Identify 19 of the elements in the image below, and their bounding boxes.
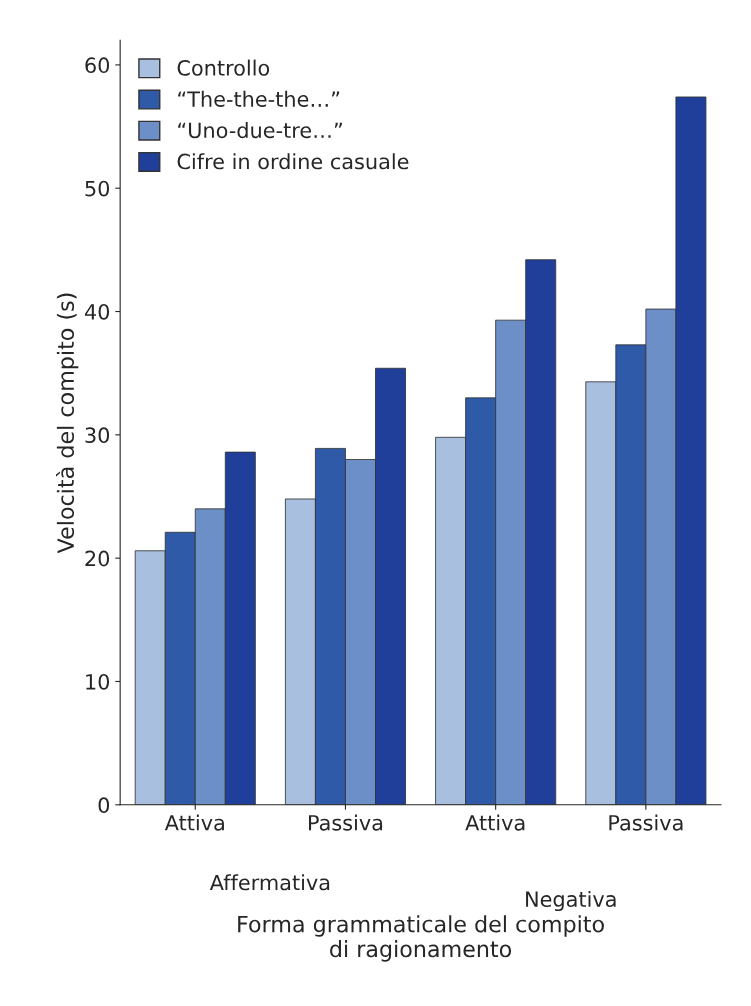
x-tick-label: Attiva (164, 814, 224, 831)
y-tick-label: 0 (98, 797, 110, 814)
legend-label: “The-the-the…” (178, 90, 340, 107)
legend-label: “Uno-due-tre…” (178, 122, 342, 139)
y-tick-label: 40 (84, 303, 110, 320)
x-axis-title: Forma grammaticale del compito di ragionamento (238, 915, 604, 962)
legend-label: Cifre in ordine casuale (177, 153, 409, 170)
y-tick-label: 10 (86, 673, 110, 690)
y-tick-label: 30 (85, 427, 110, 444)
x-tick-label: Attiva (465, 814, 525, 831)
x-tick-label: Passiva (609, 814, 683, 831)
text: Negativa (526, 890, 616, 912)
y-tick-label: 60 (85, 57, 110, 74)
legend-label: Controllo (177, 59, 270, 76)
x-tick-label: Passiva (309, 814, 383, 831)
y-tick-label: 50 (85, 180, 110, 197)
y-axis-title: Velocità del compito (s) (55, 293, 79, 554)
text: Affermativa (209, 874, 330, 891)
y-tick-label: 20 (85, 550, 110, 567)
